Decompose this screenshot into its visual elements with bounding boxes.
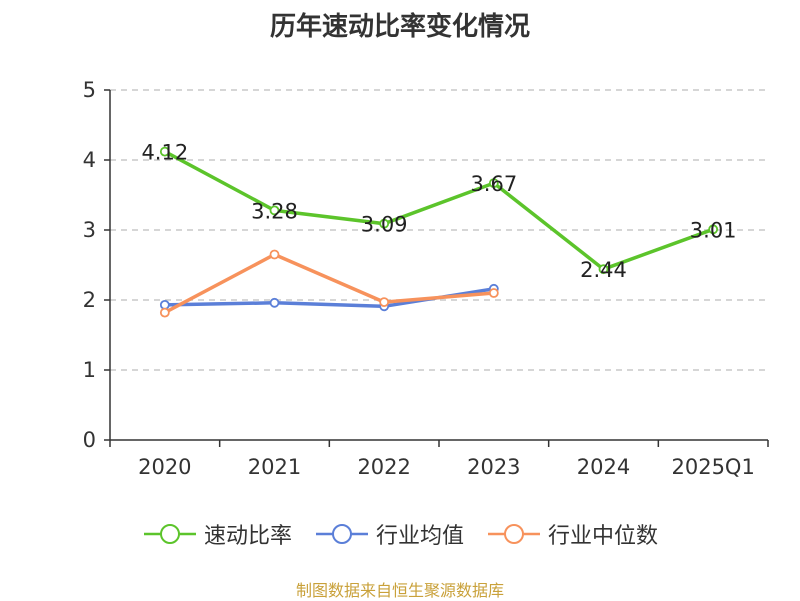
data-point — [269, 205, 280, 216]
data-label: 3.01 — [690, 218, 737, 242]
grid-layer — [110, 89, 768, 371]
data-point — [269, 297, 280, 308]
data-point — [159, 299, 170, 310]
x-tick-label: 2023 — [467, 455, 520, 479]
y-tick-label: 4 — [83, 148, 96, 172]
data-label: 3.09 — [361, 213, 408, 237]
series-line-3 — [163, 252, 496, 315]
series-layer — [159, 146, 719, 318]
data-label: 2.44 — [580, 258, 627, 282]
data-point — [488, 178, 499, 189]
x-tick-label: 2022 — [357, 455, 410, 479]
data-point — [159, 307, 170, 318]
series-line-1 — [163, 149, 715, 271]
x-tick-label: 2024 — [577, 455, 630, 479]
legend-marker — [143, 524, 196, 544]
legend-marker — [315, 524, 368, 544]
data-point — [379, 218, 390, 229]
data-label: 4.12 — [141, 141, 188, 165]
data-point — [598, 264, 609, 275]
legend-label: 速动比率 — [203, 524, 292, 549]
legend-item-2[interactable]: 行业均值 — [314, 518, 464, 550]
axis-layer: 0 1 2 3 4 5 2020 2021 2022 2023 2024 2025Q1 — [83, 78, 769, 479]
data-label-layer: 4.12 3.28 3.09 3.67 2.44 3.01 — [141, 141, 736, 283]
x-tick-label: 2025Q1 — [671, 455, 754, 479]
legend-item-1[interactable]: 速动比率 — [142, 518, 292, 550]
source-note: 制图数据来自恒生聚源数据库 — [295, 581, 504, 600]
x-tick-label: 2021 — [248, 455, 301, 479]
legend: 速动比率 行业均值 行业中位数 — [0, 518, 800, 550]
y-tick-label: 0 — [83, 428, 96, 452]
data-point — [269, 249, 280, 260]
legend-label: 行业均值 — [375, 524, 464, 549]
y-tick-label: 1 — [83, 358, 96, 382]
data-label: 3.67 — [470, 172, 517, 196]
y-tick-label: 3 — [83, 218, 96, 242]
data-point — [379, 297, 390, 308]
y-tick-label: 5 — [83, 78, 96, 102]
legend-label: 行业中位数 — [548, 524, 659, 549]
data-point — [708, 224, 719, 235]
chart-title: 历年速动比率变化情况 — [269, 12, 530, 42]
y-tick-label: 2 — [83, 288, 96, 312]
data-point — [488, 288, 499, 298]
legend-marker — [488, 524, 540, 544]
data-label: 3.28 — [251, 199, 298, 223]
data-point — [159, 146, 170, 157]
x-tick-label: 2020 — [138, 455, 191, 479]
legend-item-3[interactable]: 行业中位数 — [486, 518, 658, 550]
